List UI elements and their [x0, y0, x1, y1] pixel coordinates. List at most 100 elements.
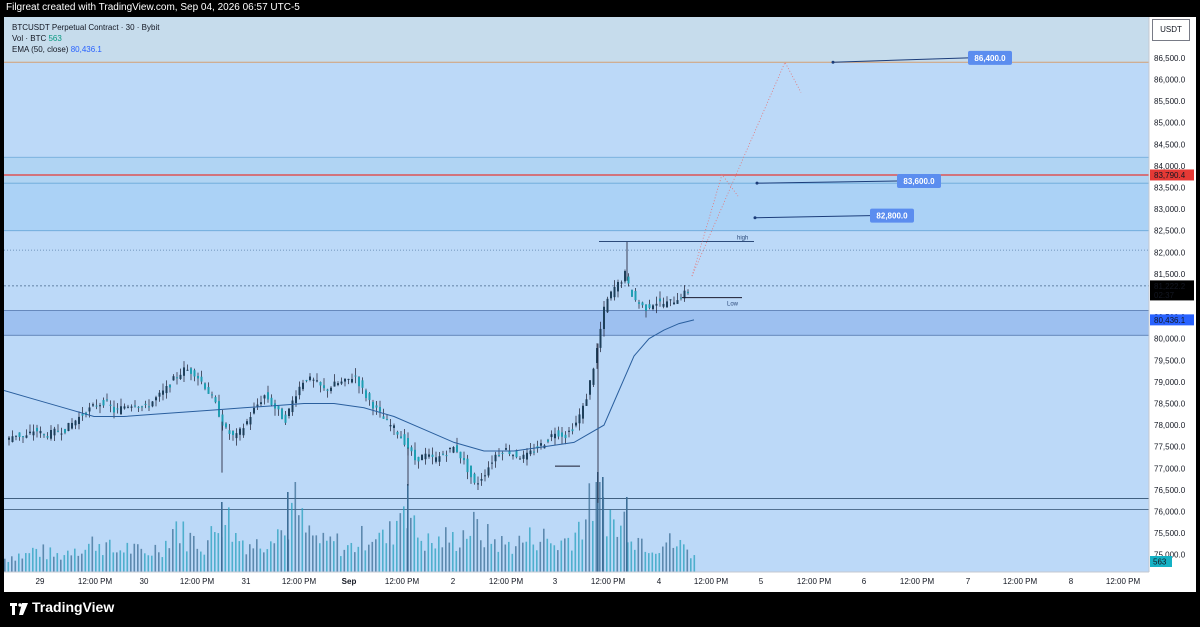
volume-bar — [210, 526, 213, 572]
candle-body — [624, 271, 626, 282]
currency-button[interactable]: USDT — [1152, 19, 1190, 41]
candle-body — [491, 462, 493, 464]
candle-body — [533, 451, 535, 453]
volume-bar — [501, 536, 503, 572]
volume-bar — [581, 539, 584, 572]
candle-body — [323, 385, 325, 389]
candle-body — [417, 456, 420, 462]
price-tick: 81,500.0 — [1154, 270, 1186, 279]
candle-body — [123, 406, 126, 409]
chart-canvas[interactable]: high Low 86,400.0 83,600.0 82,800.0 86,500.0… — [4, 17, 1196, 592]
candle-body — [291, 400, 294, 413]
time-tick: 12:00 PM — [385, 577, 420, 586]
candle-body — [428, 454, 430, 457]
candle-body — [463, 457, 465, 461]
volume-bar — [25, 553, 27, 572]
price-tick: 83,000.0 — [1154, 205, 1186, 214]
volume-tag-bg — [1150, 556, 1172, 567]
volume-bar — [168, 548, 171, 572]
volume-bar — [291, 502, 293, 572]
price-tick: 75,000.0 — [1154, 551, 1186, 560]
target-tag[interactable]: 86,400.0 — [968, 50, 1012, 65]
candle-body — [340, 381, 343, 384]
target-line[interactable] — [754, 215, 871, 219]
candle-body — [221, 414, 224, 426]
target-line[interactable] — [832, 57, 969, 63]
volume-bar — [389, 521, 391, 572]
chart-area[interactable]: high Low 86,400.0 83,600.0 82,800.0 86,500.0… — [4, 17, 1196, 592]
target-tag[interactable]: 83,600.0 — [897, 174, 941, 189]
candle-body — [522, 454, 525, 459]
target-line[interactable] — [756, 180, 898, 184]
candle-body — [515, 450, 518, 458]
volume-bar — [469, 535, 472, 572]
time-axis[interactable]: 29 12:00 PM 30 12:00 PM 31 12:00 PM Sep 12:00 P… — [4, 571, 1196, 592]
candle-body — [627, 276, 630, 284]
price-axis[interactable]: 86,500.0 86,000.0 85,500.0 85,000.0 84,500.0… — [1148, 17, 1196, 592]
volume-bar — [46, 559, 48, 572]
volume-bar — [462, 530, 465, 572]
drawing-tools[interactable]: high Low 86,400.0 83,600.0 82,800.0 — [555, 50, 1012, 467]
candle-body — [43, 434, 45, 436]
candle-body — [11, 436, 14, 443]
projection-path[interactable] — [691, 173, 739, 277]
price-axis-bg — [1149, 17, 1196, 592]
volume-bar — [18, 553, 20, 572]
candle-body — [127, 406, 129, 408]
volume-bar — [70, 555, 73, 572]
candle-body — [172, 376, 175, 381]
candle-body — [183, 367, 185, 376]
volume-bar — [676, 546, 678, 572]
candle-body — [333, 381, 336, 387]
volume-bar — [252, 548, 255, 572]
price-tick: 84,500.0 — [1154, 140, 1186, 149]
candle-body — [550, 434, 553, 438]
time-tick: 12:00 PM — [591, 577, 626, 586]
price-tick: 75,500.0 — [1154, 529, 1186, 538]
volume-bar — [592, 520, 594, 572]
candle-body — [169, 384, 171, 388]
volume-bar — [473, 511, 475, 572]
candle-body — [330, 387, 332, 392]
candle-body — [312, 379, 315, 381]
candle-body — [351, 379, 353, 383]
volume-bar — [637, 537, 640, 572]
candle-body — [288, 408, 290, 416]
target-tag[interactable]: 82,800.0 — [870, 208, 914, 223]
candle-body — [529, 450, 532, 455]
volume-bar — [217, 533, 220, 572]
candle-body — [15, 435, 17, 437]
upper-band — [4, 17, 1149, 63]
resistance-price-tag-bg — [1150, 169, 1194, 181]
volume-bar — [361, 525, 363, 572]
volume-bar — [126, 542, 129, 572]
candle-body — [442, 453, 444, 455]
candle-body — [113, 406, 115, 413]
candle-body — [158, 392, 161, 397]
price-tick: 85,000.0 — [1154, 119, 1186, 128]
volume-bar — [378, 532, 381, 572]
candle-body — [218, 401, 220, 417]
candle-body — [190, 368, 192, 374]
volume-bar — [186, 551, 188, 572]
volume-bar — [42, 544, 45, 572]
time-tick: 8 — [1069, 577, 1074, 586]
candle-body — [585, 399, 588, 406]
volume-bar — [427, 533, 430, 572]
volume-bar — [245, 554, 248, 572]
volume-bar — [630, 541, 633, 572]
volume-bar — [368, 544, 370, 572]
volume-bar — [686, 549, 689, 572]
volume-bar — [224, 524, 227, 572]
time-tick: 29 — [36, 577, 45, 586]
candle-body — [106, 399, 108, 401]
volume-bar — [529, 527, 531, 572]
volume-bar — [305, 532, 307, 572]
candle-body — [648, 304, 651, 308]
candle-body — [396, 431, 399, 435]
volume-bar — [648, 553, 650, 572]
candle-body — [407, 438, 409, 449]
volume-spike — [221, 502, 223, 572]
candle-body — [295, 396, 297, 404]
candle-body — [193, 370, 196, 377]
